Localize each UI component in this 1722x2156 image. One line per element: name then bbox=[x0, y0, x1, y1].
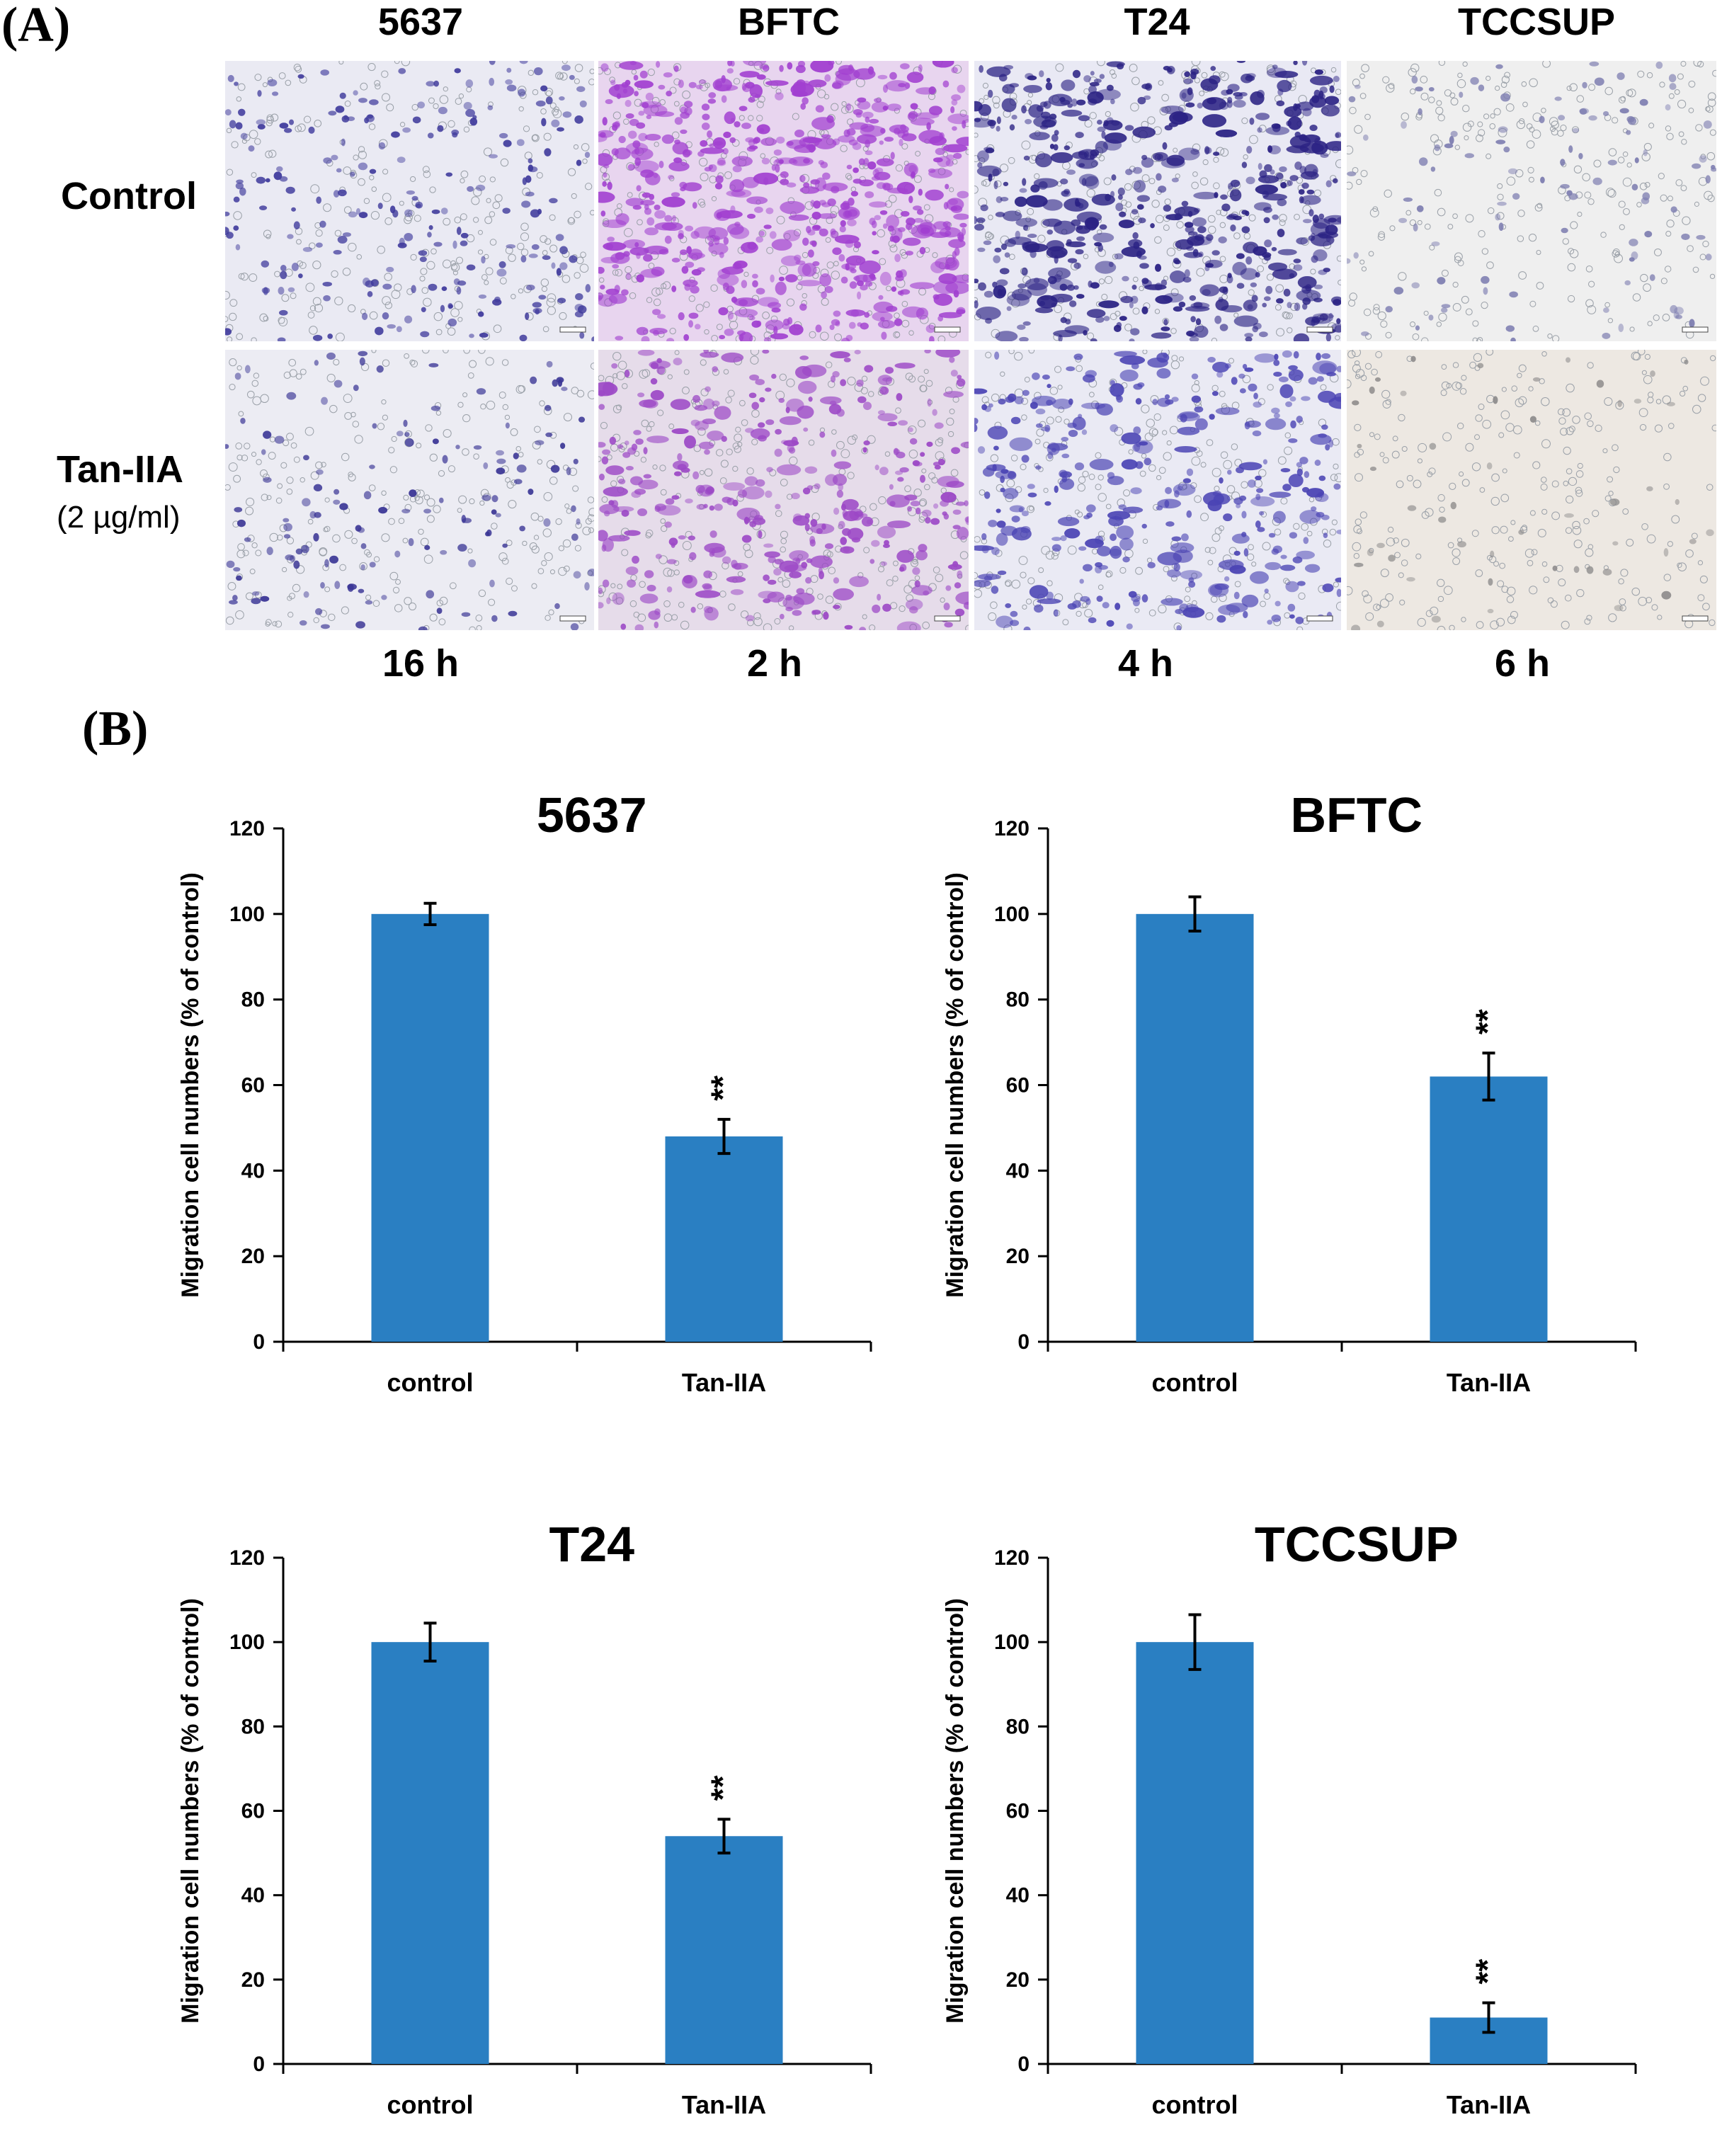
bar-tan-iia bbox=[1430, 1076, 1548, 1342]
y-tick-label: 60 bbox=[1006, 1800, 1030, 1823]
x-category-label: control bbox=[1152, 2090, 1238, 2119]
row-label-control: Control bbox=[61, 175, 197, 217]
micrograph-5637-tan-iia bbox=[225, 350, 594, 630]
x-category-label: Tan-IIA bbox=[1447, 2090, 1531, 2119]
column-header-tccsup: TCCSUP bbox=[1457, 1, 1615, 43]
y-axis-label: Migration cell numbers (% of control) bbox=[942, 872, 969, 1298]
bar-tan-iia bbox=[665, 1136, 783, 1342]
y-tick-label: 80 bbox=[241, 988, 265, 1012]
x-category-label: control bbox=[387, 2090, 474, 2119]
bar-control bbox=[371, 913, 489, 1342]
y-tick-label: 20 bbox=[1006, 1968, 1030, 1992]
chart-svg: 0 20 40 60 80 100 120 control ** Tan-IIA 5637 Migra… bbox=[177, 787, 872, 1397]
chart-title: BFTC bbox=[1290, 793, 1422, 843]
bar-chart-5637: 0 20 40 60 80 100 120 control ** Tan-IIA 5637 Migra… bbox=[170, 787, 892, 1430]
bar-chart-bftc: 0 20 40 60 80 100 120 control ** Tan-IIA BFTC Migra… bbox=[935, 787, 1657, 1430]
row-sublabel-dose: (2 µg/ml) bbox=[57, 500, 181, 535]
x-category-label: Tan-IIA bbox=[1447, 1368, 1531, 1397]
chart-title: TCCSUP bbox=[1255, 1522, 1459, 1572]
y-tick-label: 20 bbox=[241, 1968, 265, 1992]
chart-svg: 0 20 40 60 80 100 120 control ** Tan-IIA BFTC Migra… bbox=[942, 787, 1637, 1397]
y-tick-label: 100 bbox=[994, 1631, 1030, 1654]
chart-svg: 0 20 40 60 80 100 120 control ** Tan-IIA TCCSUP Mig… bbox=[942, 1517, 1637, 2119]
column-header-bftc: BFTC bbox=[738, 1, 840, 43]
bar-control bbox=[1136, 913, 1254, 1342]
y-axis-label: Migration cell numbers (% of control) bbox=[942, 1598, 969, 2024]
time-label-t24: 4 h bbox=[1117, 642, 1174, 685]
micrograph-bftc-tan-iia bbox=[598, 350, 969, 630]
chart-title: 5637 bbox=[537, 793, 647, 843]
chart-title: T24 bbox=[549, 1522, 634, 1572]
y-tick-label: 100 bbox=[229, 903, 265, 926]
y-tick-label: 80 bbox=[1006, 988, 1030, 1012]
time-label-tccsup: 6 h bbox=[1494, 642, 1551, 685]
y-axis-label: Migration cell numbers (% of control) bbox=[177, 1598, 204, 2024]
micrograph-tccsup-control bbox=[1347, 61, 1716, 341]
bar-chart-tccsup: 0 20 40 60 80 100 120 control ** Tan-IIA TCCSUP Mig… bbox=[935, 1517, 1657, 2152]
time-label-bftc: 2 h bbox=[746, 642, 803, 685]
column-header-5637: 5637 bbox=[377, 1, 464, 43]
row-label-tan-iia: Tan-IIA bbox=[57, 448, 183, 491]
y-tick-label: 60 bbox=[241, 1800, 265, 1823]
y-tick-label: 100 bbox=[994, 903, 1030, 926]
y-tick-label: 40 bbox=[1006, 1884, 1030, 1907]
x-category-label: Tan-IIA bbox=[682, 1368, 766, 1397]
significance-marker: ** bbox=[1469, 1959, 1506, 1985]
y-tick-label: 60 bbox=[241, 1074, 265, 1097]
micrograph-5637-control bbox=[225, 61, 594, 341]
column-header-t24: T24 bbox=[1124, 1, 1190, 43]
time-label-5637: 16 h bbox=[382, 642, 460, 685]
micrograph-bftc-control bbox=[598, 61, 969, 341]
y-tick-label: 20 bbox=[241, 1245, 265, 1268]
significance-marker: ** bbox=[705, 1775, 741, 1801]
y-tick-label: 60 bbox=[1006, 1074, 1030, 1097]
x-category-label: control bbox=[387, 1368, 474, 1397]
panel-b-label: (B) bbox=[82, 702, 149, 756]
significance-marker: ** bbox=[1469, 1009, 1506, 1034]
x-category-label: control bbox=[1152, 1368, 1238, 1397]
y-tick-label: 0 bbox=[1017, 1330, 1030, 1354]
y-tick-label: 40 bbox=[1006, 1159, 1030, 1182]
y-tick-label: 0 bbox=[253, 1330, 265, 1354]
bar-tan-iia bbox=[665, 1836, 783, 2064]
y-tick-label: 40 bbox=[241, 1884, 265, 1907]
y-tick-label: 100 bbox=[229, 1631, 265, 1654]
significance-marker: ** bbox=[705, 1076, 741, 1101]
panel-a-label: (A) bbox=[1, 0, 71, 52]
micrograph-t24-control bbox=[974, 61, 1341, 341]
micrograph-t24-tan-iia bbox=[974, 350, 1341, 630]
y-tick-label: 0 bbox=[253, 2053, 265, 2076]
y-tick-label: 20 bbox=[1006, 1245, 1030, 1268]
y-tick-label: 80 bbox=[241, 1715, 265, 1738]
y-axis-label: Migration cell numbers (% of control) bbox=[177, 872, 204, 1298]
y-tick-label: 120 bbox=[994, 817, 1030, 840]
bar-chart-t24: 0 20 40 60 80 100 120 control ** Tan-IIA T24 Migrat… bbox=[170, 1517, 892, 2152]
x-category-label: Tan-IIA bbox=[682, 2090, 766, 2119]
y-tick-label: 120 bbox=[229, 817, 265, 840]
chart-svg: 0 20 40 60 80 100 120 control ** Tan-IIA T24 Migrat… bbox=[177, 1517, 872, 2119]
y-tick-label: 80 bbox=[1006, 1715, 1030, 1738]
bar-control bbox=[371, 1642, 489, 2064]
y-tick-label: 0 bbox=[1017, 2053, 1030, 2076]
micrograph-tccsup-tan-iia bbox=[1347, 350, 1716, 630]
y-tick-label: 120 bbox=[229, 1546, 265, 1570]
y-tick-label: 120 bbox=[994, 1546, 1030, 1570]
bar-control bbox=[1136, 1642, 1254, 2064]
y-tick-label: 40 bbox=[241, 1159, 265, 1182]
